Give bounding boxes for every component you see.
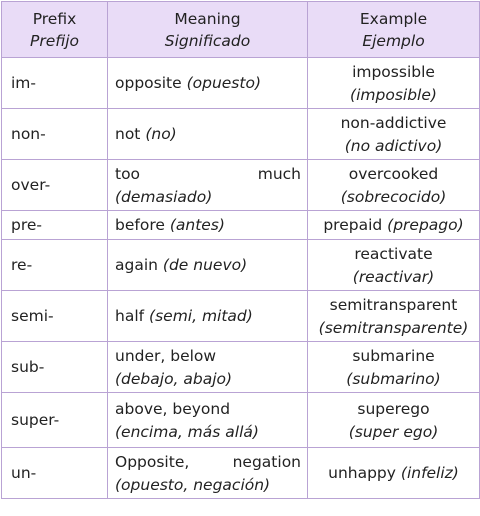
prefix-cell: super- xyxy=(1,392,108,448)
table-row: super- above, beyond (encima, más allá) s… xyxy=(1,392,480,448)
example-en: impossible xyxy=(352,62,435,81)
meaning-cell: too much (demasiado) xyxy=(107,159,308,211)
meaning-word: too xyxy=(115,164,141,183)
prefix-cell: un- xyxy=(1,447,108,499)
header-prefix: Prefix Prefijo xyxy=(1,1,108,58)
meaning-cell: Opposite, negation (opuesto, negación) xyxy=(107,447,308,499)
meaning-en: under, below xyxy=(115,346,217,365)
meaning-es: (encima, más allá) xyxy=(115,422,259,441)
header-example-en: Example xyxy=(359,9,428,28)
prefix-cell: re- xyxy=(1,239,108,291)
header-example-es: Ejemplo xyxy=(362,31,425,50)
example-en: overcooked xyxy=(348,164,439,183)
example-cell: impossible (imposible) xyxy=(307,57,480,109)
prefix-table: Prefix Prefijo Meaning Significado Examp… xyxy=(1,1,480,499)
table-body: im- opposite (opuesto) impossible (imposi… xyxy=(1,57,480,499)
meaning-es: (no) xyxy=(145,125,177,143)
prefix-cell: sub- xyxy=(1,341,108,393)
meaning-es: (opuesto, negación) xyxy=(115,475,271,494)
meaning-word: Opposite, xyxy=(115,452,190,471)
example-en: non-addictive xyxy=(340,113,447,132)
example-cell: superego (super ego) xyxy=(307,392,480,448)
prefix-cell: im- xyxy=(1,57,108,109)
example-es: (infeliz) xyxy=(400,464,459,482)
example-cell: unhappy (infeliz) xyxy=(307,447,480,499)
meaning-cell: before (antes) xyxy=(107,210,308,240)
meaning-en: opposite xyxy=(115,74,182,92)
header-row: Prefix Prefijo Meaning Significado Examp… xyxy=(1,1,480,58)
meaning-cell: again (de nuevo) xyxy=(107,239,308,291)
example-es: (prepago) xyxy=(387,216,464,234)
example-cell: semitransparent (semitransparente) xyxy=(307,290,480,342)
prefix-cell: non- xyxy=(1,108,108,160)
prefix-cell: pre- xyxy=(1,210,108,240)
meaning-en: before xyxy=(115,216,165,234)
header-prefix-es: Prefijo xyxy=(29,31,80,50)
meaning-cell: under, below (debajo, abajo) xyxy=(107,341,308,393)
header-meaning: Meaning Significado xyxy=(107,1,308,58)
meaning-cell: not (no) xyxy=(107,108,308,160)
meaning-cell: opposite (opuesto) xyxy=(107,57,308,109)
table-row: sub- under, below (debajo, abajo) submari… xyxy=(1,341,480,393)
example-en: unhappy xyxy=(328,464,396,482)
meaning-en: Opposite, negation xyxy=(115,451,301,474)
example-es: (sobrecocido) xyxy=(340,187,447,206)
meaning-en: above, beyond xyxy=(115,399,231,418)
example-es: (submarino) xyxy=(346,369,441,388)
example-es: (no adictivo) xyxy=(344,136,443,155)
example-es: (imposible) xyxy=(350,85,437,104)
meaning-en: not xyxy=(115,125,141,143)
header-prefix-en: Prefix xyxy=(32,9,77,28)
meaning-word: negation xyxy=(232,452,301,471)
meaning-en: again xyxy=(115,256,158,274)
table-row: non- not (no) non-addictive (no adictivo) xyxy=(1,108,480,160)
example-en: submarine xyxy=(352,346,435,365)
meaning-word: much xyxy=(257,164,301,183)
example-es: (semitransparente) xyxy=(318,318,469,337)
table-row: semi- half (semi, mitad) semitransparent… xyxy=(1,290,480,342)
example-es: (super ego) xyxy=(348,422,439,441)
example-cell: prepaid (prepago) xyxy=(307,210,480,240)
example-cell: submarine (submarino) xyxy=(307,341,480,393)
example-cell: non-addictive (no adictivo) xyxy=(307,108,480,160)
meaning-en: too much xyxy=(115,163,301,186)
meaning-es: (antes) xyxy=(169,216,225,234)
example-cell: overcooked (sobrecocido) xyxy=(307,159,480,211)
example-cell: reactivate (reactivar) xyxy=(307,239,480,291)
table-row: pre- before (antes) prepaid (prepago) xyxy=(1,210,480,240)
prefix-cell: semi- xyxy=(1,290,108,342)
meaning-es: (de nuevo) xyxy=(162,256,248,274)
header-meaning-es: Significado xyxy=(164,31,251,50)
meaning-es: (opuesto) xyxy=(186,74,261,92)
meaning-cell: half (semi, mitad) xyxy=(107,290,308,342)
table-row: over- too much (demasiado) overcooked (sob… xyxy=(1,159,480,211)
table-row: im- opposite (opuesto) impossible (imposi… xyxy=(1,57,480,109)
meaning-en: half xyxy=(115,307,145,325)
example-en: superego xyxy=(357,399,430,418)
meaning-es: (semi, mitad) xyxy=(149,307,253,325)
table-row: re- again (de nuevo) reactivate (reactiva… xyxy=(1,239,480,291)
meaning-cell: above, beyond (encima, más allá) xyxy=(107,392,308,448)
example-en: semitransparent xyxy=(329,295,458,314)
table-row: un- Opposite, negation (opuesto, negación… xyxy=(1,447,480,499)
example-en: reactivate xyxy=(354,244,433,263)
header-meaning-en: Meaning xyxy=(174,9,241,28)
example-en: prepaid xyxy=(323,216,383,234)
header-example: Example Ejemplo xyxy=(307,1,480,58)
example-es: (reactivar) xyxy=(352,267,435,286)
meaning-es: (demasiado) xyxy=(115,187,213,206)
meaning-es: (debajo, abajo) xyxy=(115,369,233,388)
table-header: Prefix Prefijo Meaning Significado Examp… xyxy=(1,1,480,58)
prefix-cell: over- xyxy=(1,159,108,211)
